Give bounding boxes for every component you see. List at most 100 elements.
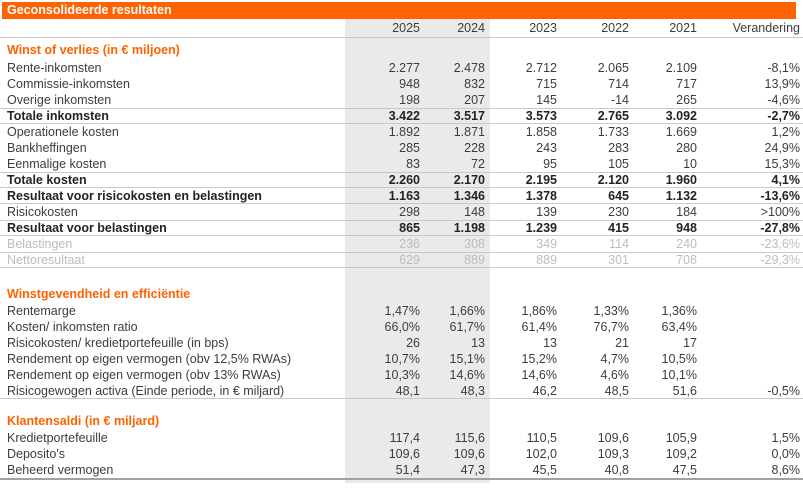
value-cell: 1.960 [665, 173, 697, 187]
value-cell: 948 [676, 221, 697, 235]
value-cell: 10 [683, 157, 697, 171]
value-cell: 61,7% [449, 320, 485, 334]
value-cell: 301 [608, 253, 629, 267]
table-row: Rentemarge 1,47% 1,66% 1,86% 1,33% 1,36% [0, 303, 803, 319]
value-cell: 708 [676, 253, 697, 267]
value-cell: 24,9% [764, 141, 800, 155]
table-row: Resultaat voor belastingen 865 1.198 1.239… [0, 220, 803, 236]
value-cell: 15,3% [764, 157, 800, 171]
value-cell: 45,5 [532, 463, 557, 477]
table-row: Risicokosten/ kredietportefeuille (in bp… [0, 335, 803, 351]
value-cell: 10,3% [384, 368, 420, 382]
table-row: Rendement op eigen vermogen (obv 12,5% R… [0, 351, 803, 367]
value-cell: 40,8 [604, 463, 629, 477]
column-header: 2024 [457, 21, 485, 35]
value-cell: 207 [464, 93, 485, 107]
value-cell: 109,6 [388, 447, 420, 461]
table-row: Belastingen 236 308 349 114 240 -23,6% [0, 236, 803, 252]
row-label: Kosten/ inkomsten ratio [7, 320, 138, 334]
table-section: Winstgevendheid en efficiëntie Rentemarg… [0, 268, 803, 399]
value-cell: 14,6% [449, 368, 485, 382]
value-cell: 832 [464, 77, 485, 91]
value-cell: 105 [608, 157, 629, 171]
value-cell: 2.065 [597, 61, 629, 75]
value-cell: 236 [399, 237, 420, 251]
row-label: Risicogewogen activa (Einde periode, in … [7, 383, 285, 398]
value-cell: 109,3 [597, 447, 629, 461]
value-cell: 228 [464, 141, 485, 155]
value-cell: 117,4 [389, 431, 420, 445]
value-cell: 1.733 [597, 125, 629, 139]
table-title: Geconsolideerde resultaten [7, 3, 172, 17]
value-cell: 110,5 [526, 431, 557, 445]
section-rows: Rente-inkomsten 2.277 2.478 2.712 2.065 2.10… [0, 60, 803, 268]
table-section: Winst of verlies (in € miljoen) Rente-in… [0, 38, 803, 268]
column-header: Verandering [732, 21, 800, 35]
value-cell: 47,5 [672, 463, 697, 477]
value-cell: 109,2 [665, 447, 697, 461]
row-label: Rendement op eigen vermogen (obv 13% RWA… [7, 368, 281, 382]
value-cell: 230 [608, 205, 629, 219]
table-row: Operationele kosten 1.892 1.871 1.858 1.733… [0, 124, 803, 140]
row-label: Totale kosten [7, 173, 87, 187]
row-label: Overige inkomsten [7, 93, 112, 107]
column-header: 2022 [601, 21, 629, 35]
value-cell: 48,1 [395, 383, 420, 398]
value-cell: 17 [683, 336, 697, 350]
section-heading-row: Klantensaldi (in € miljard) [0, 413, 803, 430]
value-cell: 4,6% [600, 368, 630, 382]
value-cell: 72 [471, 157, 485, 171]
value-cell: 265 [676, 93, 697, 107]
value-cell: 349 [536, 237, 557, 251]
value-cell: 13 [471, 336, 485, 350]
table-row: Risicogewogen activa (Einde periode, in … [0, 383, 803, 399]
value-cell: -0,5% [767, 383, 800, 398]
table-row: Overige inkomsten 198 207 145 -14 265 -4,6% [0, 92, 803, 108]
value-cell: 1.858 [525, 125, 557, 139]
value-cell: 3.092 [665, 109, 697, 123]
row-label: Rendement op eigen vermogen (obv 12,5% R… [7, 352, 292, 366]
value-cell: 26 [406, 336, 420, 350]
value-cell: 114 [609, 237, 629, 251]
table-row: Kredietportefeuille 117,4 115,6 110,5 109,6… [0, 430, 803, 446]
value-cell: 285 [399, 141, 420, 155]
value-cell: 51,6 [672, 383, 697, 398]
value-cell: -29,3% [760, 253, 800, 267]
section-rows: Kredietportefeuille 117,4 115,6 110,5 109,6… [0, 430, 803, 478]
value-cell: 298 [399, 205, 420, 219]
value-cell: 13,9% [764, 77, 800, 91]
value-cell: 95 [543, 157, 557, 171]
column-header: 2025 [392, 21, 420, 35]
value-cell: 1,36% [661, 304, 697, 318]
value-cell: -14 [610, 93, 629, 107]
value-cell: 76,7% [593, 320, 629, 334]
value-cell: 2.170 [453, 173, 485, 187]
value-cell: -8,1% [767, 61, 800, 75]
value-cell: 115,6 [454, 431, 485, 445]
value-cell: 1,47% [384, 304, 420, 318]
row-label: Resultaat voor risicokosten en belasting… [7, 188, 262, 203]
value-cell: 3.573 [525, 109, 557, 123]
value-cell: 15,2% [521, 352, 557, 366]
value-cell: 47,3 [460, 463, 485, 477]
row-label: Deposito's [7, 447, 65, 461]
row-label: Risicokosten/ kredietportefeuille (in bp… [7, 336, 229, 350]
value-cell: 243 [536, 141, 557, 155]
value-cell: 109,6 [453, 447, 485, 461]
value-cell: -2,7% [767, 109, 800, 123]
value-cell: 645 [608, 188, 629, 203]
row-label: Rente-inkomsten [7, 61, 102, 75]
value-cell: 1.669 [665, 125, 697, 139]
table-row: Risicokosten 298 148 139 230 184 >100% [0, 204, 803, 220]
value-cell: -13,6% [760, 188, 800, 203]
value-cell: 2.109 [665, 61, 697, 75]
row-label: Operationele kosten [7, 125, 119, 139]
row-label: Resultaat voor belastingen [7, 221, 167, 235]
value-cell: 715 [536, 77, 557, 91]
table-row: Rente-inkomsten 2.277 2.478 2.712 2.065 2.10… [0, 60, 803, 76]
row-label: Commissie-inkomsten [7, 77, 130, 91]
value-cell: 1.892 [388, 125, 420, 139]
table-title-bar: Geconsolideerde resultaten [2, 2, 796, 19]
value-cell: 13 [543, 336, 557, 350]
value-cell: 1.198 [453, 221, 485, 235]
